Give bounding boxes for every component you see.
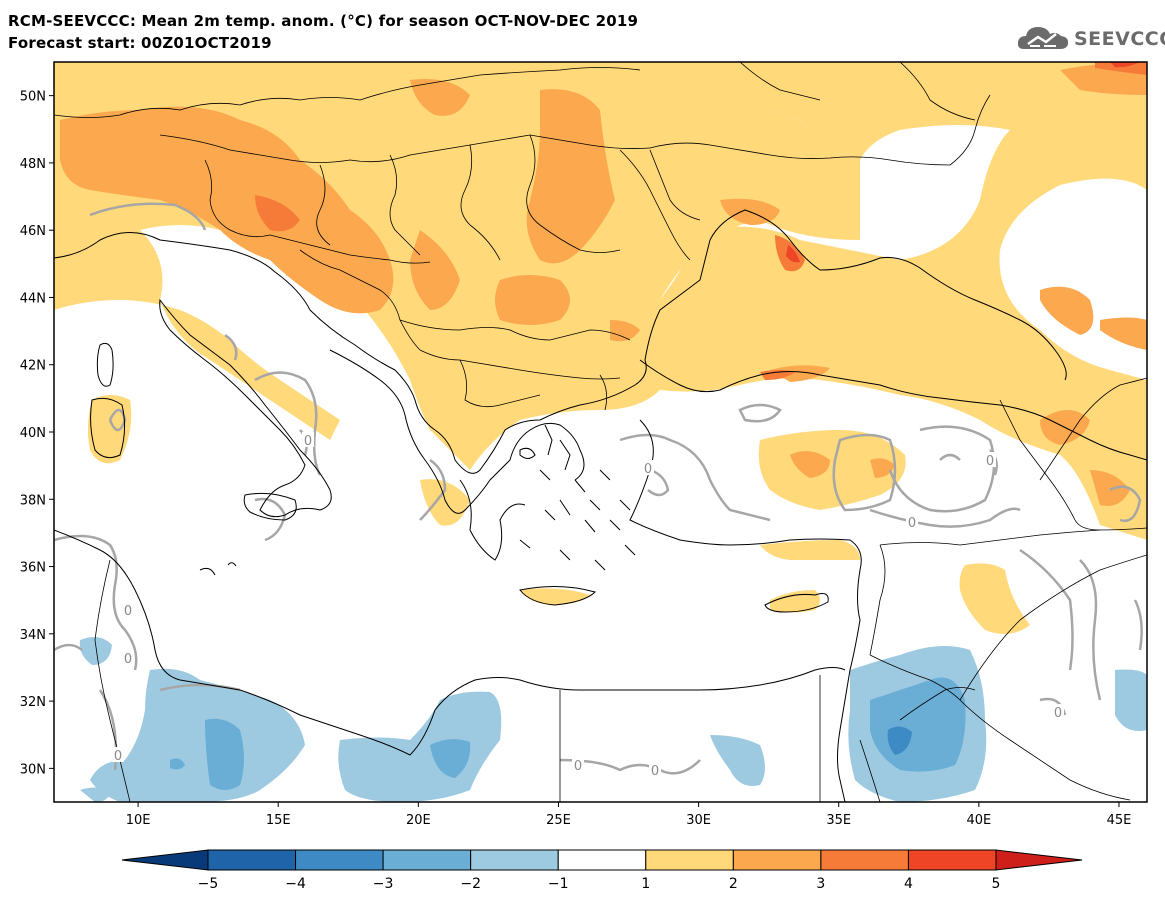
- contour-label: 0: [304, 434, 312, 449]
- colorbar-label: −2: [460, 876, 481, 892]
- contour-label-bg: [1052, 704, 1064, 719]
- colorbar-label: 3: [816, 876, 825, 892]
- contour-label-bg: [122, 602, 134, 617]
- lat-tick-label: 42N: [20, 359, 46, 374]
- anomaly-m3-m4-region: [887, 726, 912, 755]
- colorbar: −5 −4 −3 −2 −1 1 2 3 4 5: [121, 849, 1083, 892]
- forecast-start-label: Forecast start: 00Z01OCT2019: [8, 34, 272, 52]
- anomaly-field: [54, 62, 1147, 802]
- contour-label: 0: [1054, 706, 1062, 721]
- colorbar-segment: [207, 849, 297, 871]
- contour-label: 0: [908, 516, 916, 531]
- contour-label-bg: [649, 762, 661, 777]
- colorbar-label: 5: [992, 876, 1001, 892]
- longitude-axis: 10E 15E 20E 25E 30E 35E 40E 45E: [126, 802, 1132, 828]
- colorbar-label: −3: [373, 876, 394, 892]
- lat-tick-label: 46N: [20, 224, 46, 239]
- colorbar-high-arrow: [995, 849, 1083, 871]
- lat-tick-label: 48N: [20, 157, 46, 172]
- contour-label-bg: [302, 432, 314, 447]
- map-title: RCM-SEEVCCC: Mean 2m temp. anom. (°C) fo…: [8, 12, 639, 30]
- seevccc-logo: SEEVCCC: [1016, 22, 1165, 54]
- colorbar-segment: [732, 849, 822, 871]
- contour-label-bg: [984, 452, 996, 467]
- contour-label-bg: [906, 514, 918, 529]
- contour-label-bg: [642, 460, 654, 475]
- cloud-icon: [1017, 27, 1069, 49]
- lon-tick-label: 15E: [266, 813, 291, 828]
- lat-tick-label: 30N: [20, 762, 46, 777]
- contour-label-bg: [112, 747, 124, 762]
- lat-tick-label: 32N: [20, 695, 46, 710]
- latitude-axis: 50N 48N 46N 44N 42N 40N 38N 36N 34N 32N 30N: [20, 90, 54, 777]
- colorbar-segment: [820, 849, 909, 871]
- contour-label-bg: [572, 757, 584, 772]
- contour-label: 0: [651, 764, 659, 779]
- contour-label: 0: [114, 749, 122, 764]
- contour-label: 0: [574, 759, 582, 774]
- lon-tick-label: 45E: [1107, 813, 1132, 828]
- logo-text: SEEVCCC: [1074, 28, 1165, 50]
- colorbar-label: 2: [729, 876, 738, 892]
- colorbar-segment: [470, 849, 559, 871]
- lat-tick-label: 36N: [20, 561, 46, 576]
- contour-label: 0: [644, 462, 652, 477]
- contour-labels: 0 0 0 0 0 0 0 0 0 0: [112, 432, 1064, 779]
- lon-tick-label: 25E: [546, 813, 571, 828]
- lat-tick-label: 50N: [20, 90, 46, 105]
- country-borders: [54, 62, 1147, 802]
- colorbar-segment: [907, 849, 997, 871]
- colorbar-segment: [295, 849, 384, 871]
- colorbar-label: −5: [198, 876, 219, 892]
- lat-tick-label: 34N: [20, 628, 46, 643]
- contour-label: 0: [986, 454, 994, 469]
- lon-tick-label: 30E: [686, 813, 711, 828]
- coastlines: [54, 62, 1147, 802]
- zero-anomaly-contours: [54, 202, 1143, 775]
- colorbar-label: 4: [904, 876, 913, 892]
- contour-label: 0: [124, 604, 132, 619]
- lon-tick-label: 10E: [126, 813, 151, 828]
- lon-tick-label: 40E: [966, 813, 991, 828]
- colorbar-label: −1: [548, 876, 569, 892]
- colorbar-segment: [645, 849, 734, 871]
- lon-tick-label: 20E: [406, 813, 431, 828]
- colorbar-label: 1: [641, 876, 650, 892]
- lat-tick-label: 40N: [20, 426, 46, 441]
- lat-tick-label: 44N: [20, 291, 46, 306]
- lon-tick-label: 35E: [826, 813, 851, 828]
- contour-label-bg: [122, 650, 134, 665]
- contour-label: 0: [124, 652, 132, 667]
- lat-tick-label: 38N: [20, 493, 46, 508]
- colorbar-segment: [557, 849, 647, 871]
- anomaly-4-5-region: [786, 62, 1140, 263]
- colorbar-low-arrow: [121, 849, 209, 871]
- colorbar-label: −4: [285, 876, 306, 892]
- colorbar-segment: [382, 849, 472, 871]
